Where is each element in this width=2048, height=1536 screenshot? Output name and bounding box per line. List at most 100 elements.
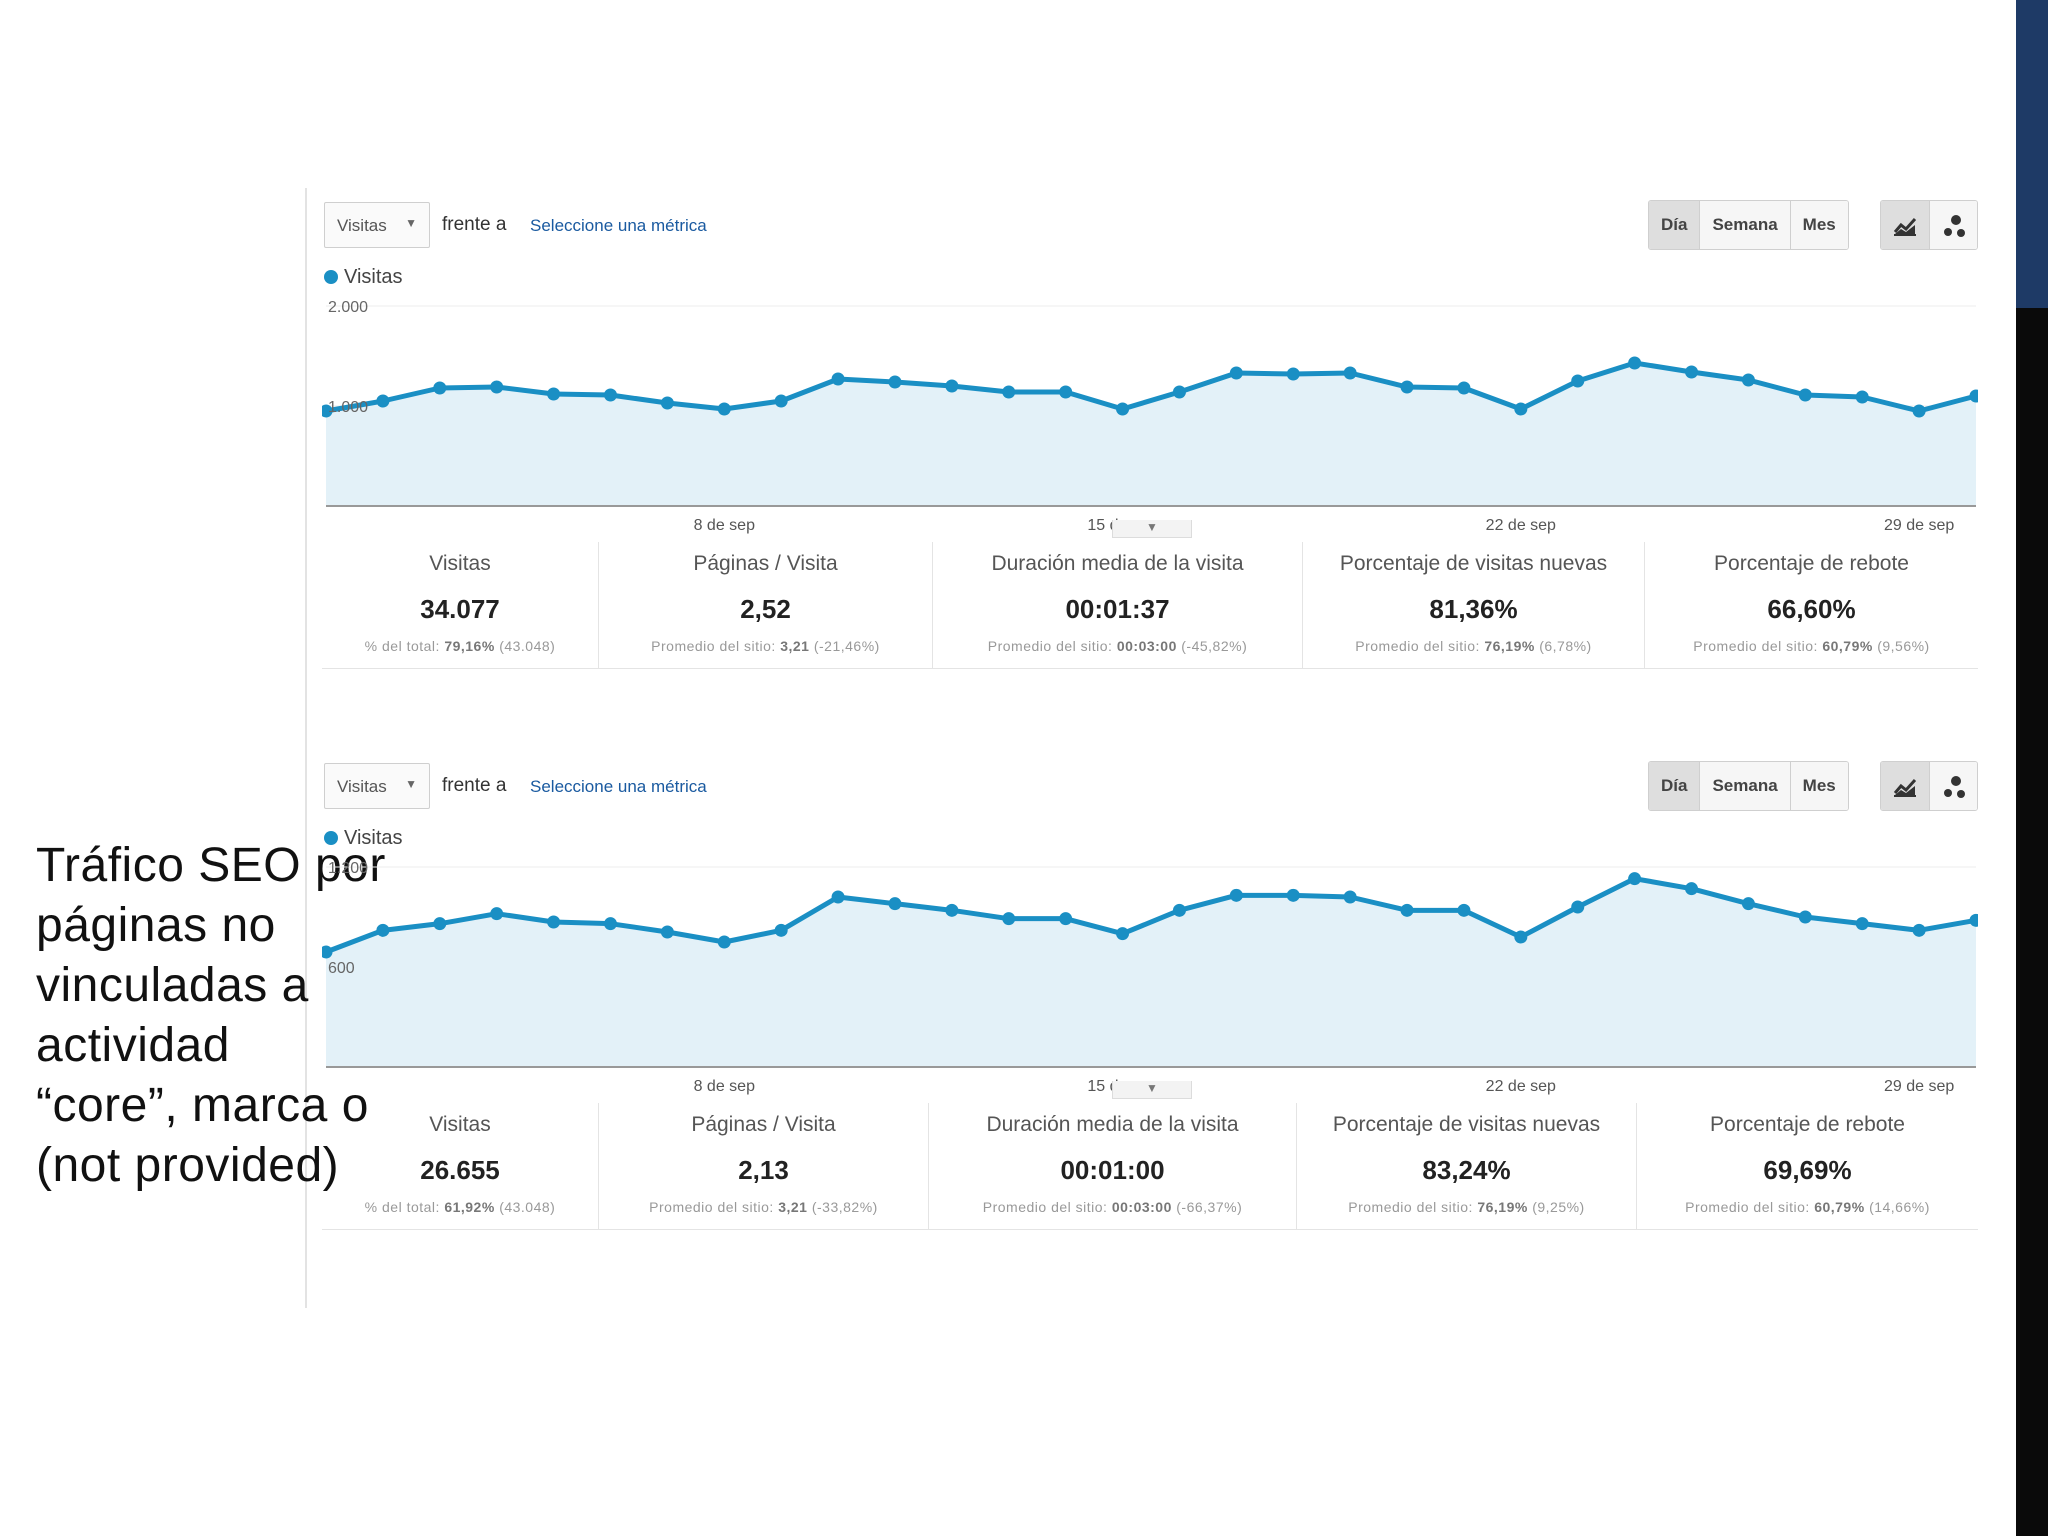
stat-bounce-rate: Porcentaje de rebote 66,60% Promedio del… [1644, 542, 1978, 668]
line-chart-view-button[interactable] [1881, 762, 1929, 810]
y-tick-label: 1.000 [328, 399, 368, 416]
chart-view-selector [1880, 200, 1978, 250]
stat-subtitle: Promedio del sitio: 60,79% (9,56%) [1645, 638, 1978, 654]
data-point [1912, 404, 1926, 418]
data-point [717, 935, 731, 949]
stat-subtitle: % del total: 79,16% (43.048) [322, 638, 598, 654]
data-point [660, 925, 674, 939]
select-metric-link[interactable]: Seleccione una métrica [530, 216, 707, 235]
chart-toolbar: Visitas ▼ frente a Seleccione una métric… [322, 755, 1978, 811]
stat-value: 34.077 [420, 594, 500, 624]
stat-subtitle: Promedio del sitio: 76,19% (6,78%) [1303, 638, 1644, 654]
chevron-down-icon: ▼ [405, 216, 417, 230]
stat-value: 81,36% [1429, 594, 1518, 624]
stat-sub-main: 76,19% [1484, 638, 1535, 654]
data-point [1514, 930, 1528, 944]
stat-value: 66,60% [1767, 594, 1856, 624]
stat-avg-duration: Duración media de la visita 00:01:37 Pro… [932, 542, 1302, 668]
data-point [1059, 912, 1073, 926]
stat-sub-main: 76,19% [1477, 1199, 1528, 1215]
stat-sub-label: Promedio del sitio: [1685, 1199, 1810, 1215]
data-point [376, 923, 390, 937]
stat-sub-label: Promedio del sitio: [1355, 638, 1480, 654]
chart-view-selector [1880, 761, 1978, 811]
stat-sub-extra: (-21,46%) [813, 638, 880, 654]
data-point [1286, 888, 1300, 902]
data-point [1343, 890, 1357, 904]
period-day-button[interactable]: Día [1649, 762, 1700, 810]
stat-sub-extra: (14,66%) [1869, 1199, 1930, 1215]
collapse-caret-icon: ▼ [1146, 520, 1158, 534]
stat-title: Duración media de la visita [991, 552, 1244, 575]
period-week-button[interactable]: Semana [1699, 201, 1790, 249]
motion-chart-view-button[interactable] [1929, 201, 1977, 249]
summary-stats: Visitas 26.655 % del total: 61,92% (43.0… [322, 1103, 1978, 1229]
metric-dropdown[interactable]: Visitas ▼ [324, 763, 430, 809]
series-line [325, 876, 1977, 955]
stat-sub-label: Promedio del sitio: [1693, 638, 1818, 654]
stat-subtitle: Promedio del sitio: 3,21 (-21,46%) [599, 638, 932, 654]
stat-sub-extra: (6,78%) [1539, 638, 1592, 654]
stat-title: Visitas [429, 552, 491, 575]
stat-sub-extra: (43.048) [499, 638, 556, 654]
data-point [1969, 913, 1978, 927]
divider [322, 1229, 1978, 1230]
data-point [1229, 888, 1243, 902]
stat-visits: Visitas 26.655 % del total: 61,92% (43.0… [322, 1103, 598, 1229]
slide-caption: Tráfico SEO por páginas no vinculadas a … [36, 836, 385, 1196]
stat-sub-main: 60,79% [1814, 1199, 1865, 1215]
stat-pages-per-visit: Páginas / Visita 2,52 Promedio del sitio… [598, 542, 932, 668]
summary-stats: Visitas 34.077 % del total: 79,16% (43.0… [322, 542, 1978, 668]
select-metric-link[interactable]: Seleccione una métrica [530, 777, 707, 796]
stat-pages-per-visit: Páginas / Visita 2,13 Promedio del sitio… [598, 1103, 928, 1229]
motion-chart-icon [1943, 775, 1965, 798]
caption-line: vinculadas a [36, 959, 309, 1012]
period-week-button[interactable]: Semana [1699, 762, 1790, 810]
data-point [1628, 356, 1642, 370]
stat-sub-label: Promedio del sitio: [649, 1199, 774, 1215]
stat-value: 2,52 [740, 594, 791, 624]
line-chart-view-button[interactable] [1881, 201, 1929, 249]
period-day-button[interactable]: Día [1649, 201, 1700, 249]
collapse-toggle[interactable]: ▼ [1112, 520, 1192, 538]
stat-value: 2,13 [738, 1155, 789, 1185]
data-point [1229, 366, 1243, 380]
stat-title: Porcentaje de rebote [1710, 1113, 1905, 1136]
data-point [1685, 365, 1699, 379]
data-point [1855, 917, 1869, 931]
data-point [1457, 381, 1471, 395]
period-month-button[interactable]: Mes [1789, 762, 1848, 810]
x-tick-label: 22 de sep [1486, 517, 1556, 534]
stat-subtitle: Promedio del sitio: 60,79% (14,66%) [1637, 1199, 1978, 1215]
data-point [888, 897, 902, 911]
data-point [490, 907, 504, 921]
data-point [945, 379, 959, 393]
collapse-toggle[interactable]: ▼ [1112, 1081, 1192, 1099]
data-point [433, 917, 447, 931]
data-point [547, 387, 561, 401]
data-point [603, 388, 617, 402]
stat-sub-label: Promedio del sitio: [1348, 1199, 1473, 1215]
data-point [1343, 366, 1357, 380]
stat-title: Páginas / Visita [693, 552, 838, 575]
stat-sub-label: Promedio del sitio: [651, 638, 776, 654]
data-point [1059, 385, 1073, 399]
data-point [1798, 388, 1812, 402]
stat-sub-extra: (43.048) [499, 1199, 556, 1215]
data-point [717, 402, 731, 416]
stat-bounce-rate: Porcentaje de rebote 69,69% Promedio del… [1636, 1103, 1978, 1229]
versus-label: frente a [442, 214, 507, 235]
stat-new-visits-pct: Porcentaje de visitas nuevas 83,24% Prom… [1296, 1103, 1636, 1229]
metric-dropdown[interactable]: Visitas ▼ [324, 202, 430, 248]
stat-sub-main: 79,16% [444, 638, 495, 654]
data-point [603, 917, 617, 931]
motion-chart-view-button[interactable] [1929, 762, 1977, 810]
caption-line: actividad [36, 1019, 230, 1072]
chart-toolbar: Visitas ▼ frente a Seleccione una métric… [322, 194, 1978, 250]
data-point [1172, 903, 1186, 917]
data-point [945, 903, 959, 917]
period-selector: Día Semana Mes [1648, 761, 1849, 811]
period-month-button[interactable]: Mes [1789, 201, 1848, 249]
